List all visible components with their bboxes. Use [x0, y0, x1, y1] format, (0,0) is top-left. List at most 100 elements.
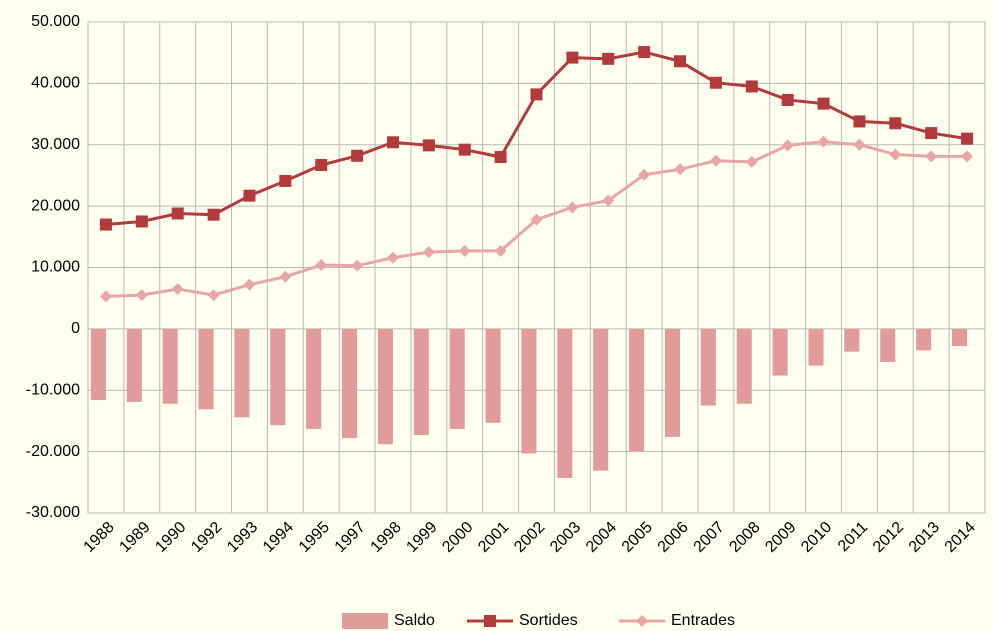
marker: [817, 135, 830, 148]
marker: [925, 127, 938, 140]
y-tick-label: -30.000: [26, 504, 80, 521]
bar: [449, 328, 465, 429]
bar: [664, 328, 681, 437]
x-tick-label: 2008: [726, 519, 763, 556]
bar: [844, 328, 860, 352]
legend-label: Sortides: [519, 612, 578, 629]
marker: [889, 117, 902, 130]
marker: [709, 76, 722, 89]
bar: [198, 328, 214, 410]
legend-marker: [636, 615, 648, 627]
marker: [494, 151, 507, 164]
bar: [593, 328, 609, 471]
x-tick-label: 2005: [619, 519, 656, 556]
marker: [171, 207, 184, 220]
bar: [234, 328, 250, 418]
marker: [279, 270, 292, 283]
marker: [889, 148, 902, 161]
marker: [781, 139, 794, 152]
x-tick-label: 1988: [81, 519, 118, 556]
marker: [566, 201, 579, 214]
marker: [494, 244, 507, 257]
x-tick-label: 1999: [403, 519, 440, 556]
marker: [674, 55, 687, 68]
marker: [243, 278, 256, 291]
bar: [736, 328, 752, 404]
y-tick-label: 0: [71, 320, 80, 337]
marker: [207, 289, 220, 302]
marker: [351, 149, 364, 162]
marker: [602, 194, 615, 207]
legend-label: Entrades: [671, 612, 735, 629]
marker: [99, 218, 112, 231]
marker: [745, 155, 758, 168]
y-tick-label: -20.000: [26, 443, 80, 460]
marker: [171, 282, 184, 295]
x-tick-label: 2006: [655, 519, 692, 556]
x-tick-label: 1993: [224, 519, 261, 556]
marker: [243, 189, 256, 202]
x-tick-label: 1990: [152, 519, 189, 556]
bar: [629, 328, 645, 452]
marker: [709, 154, 722, 167]
x-tick-label: 2003: [547, 519, 584, 556]
bar: [377, 328, 393, 445]
x-tick-label: 1994: [260, 519, 297, 556]
bar: [485, 328, 501, 423]
marker: [386, 136, 399, 149]
bar: [162, 328, 178, 404]
marker: [674, 163, 687, 176]
marker: [135, 215, 148, 228]
x-tick-label: 1992: [188, 519, 225, 556]
x-tick-label: 1997: [332, 519, 369, 556]
marker: [386, 251, 399, 264]
bar: [557, 328, 573, 479]
bar: [342, 328, 358, 439]
marker: [566, 51, 579, 64]
bar: [306, 328, 322, 429]
bar: [413, 328, 429, 436]
marker: [135, 289, 148, 302]
x-tick-label: 2010: [798, 519, 835, 556]
marker: [530, 213, 543, 226]
marker: [638, 46, 651, 59]
marker: [961, 132, 974, 145]
marker: [315, 159, 328, 172]
marker: [207, 208, 220, 221]
marker: [99, 290, 112, 303]
bar: [772, 328, 788, 376]
bar: [90, 328, 106, 401]
marker: [853, 138, 866, 151]
bar: [700, 328, 716, 406]
x-tick-label: 1995: [296, 519, 333, 556]
marker: [638, 168, 651, 181]
bar: [126, 328, 142, 402]
marker: [315, 259, 328, 272]
marker: [530, 88, 543, 101]
bar: [270, 328, 286, 426]
y-tick-label: 10.000: [31, 259, 80, 276]
bar: [521, 328, 537, 454]
y-tick-label: -10.000: [26, 381, 80, 398]
x-tick-label: 2012: [870, 519, 907, 556]
x-tick-label: 2002: [511, 519, 548, 556]
y-tick-label: 50.000: [31, 13, 80, 30]
marker: [745, 80, 758, 93]
marker: [781, 93, 794, 106]
marker: [602, 52, 615, 65]
x-tick-label: 1998: [368, 519, 405, 556]
x-tick-label: 2013: [906, 519, 943, 556]
y-tick-label: 20.000: [31, 197, 80, 214]
bar: [951, 328, 968, 347]
x-tick-label: 2009: [762, 519, 799, 556]
x-tick-label: 2011: [835, 519, 871, 555]
bar: [808, 328, 824, 366]
y-tick-label: 30.000: [31, 136, 80, 153]
legend-label: Saldo: [394, 612, 435, 629]
bar: [880, 328, 896, 363]
legend-marker: [484, 615, 496, 627]
bar: [916, 328, 932, 351]
x-tick-label: 2007: [691, 519, 728, 556]
marker: [853, 115, 866, 128]
